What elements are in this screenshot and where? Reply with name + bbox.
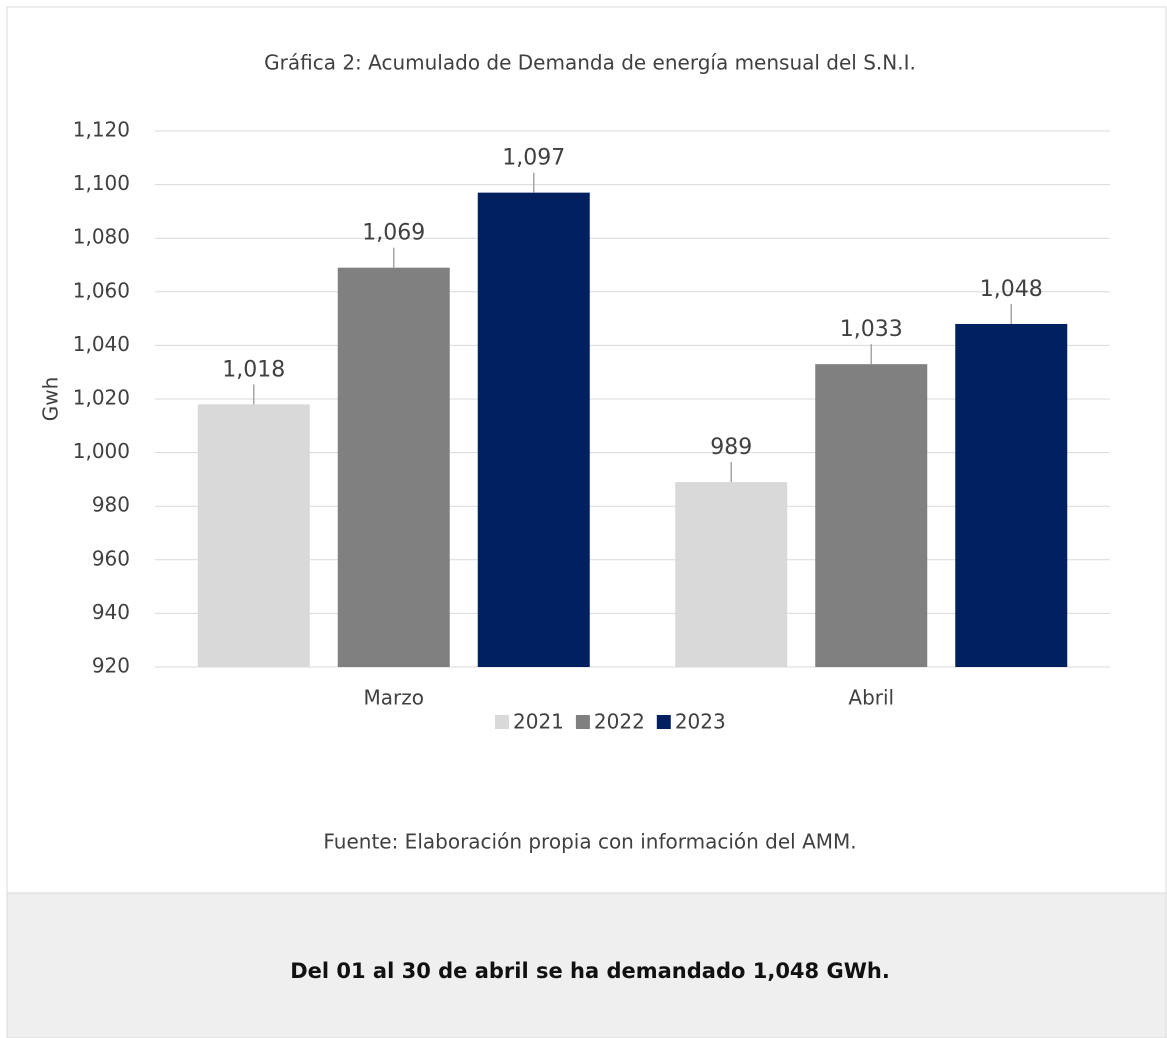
data-label: 1,069 — [362, 221, 425, 246]
x-tick-label: Marzo — [364, 686, 424, 710]
source-note: Fuente: Elaboración propia con informaci… — [323, 830, 856, 854]
footer-text: Del 01 al 30 de abril se ha demandado 1,… — [290, 959, 890, 983]
y-tick-label: 960 — [92, 546, 130, 570]
y-tick-label: 1,060 — [73, 278, 130, 302]
x-tick-label: Abril — [848, 686, 894, 710]
bar — [815, 364, 928, 667]
bar — [675, 482, 788, 667]
chart-title: Gráfica 2: Acumulado de Demanda de energ… — [264, 51, 916, 75]
legend-label: 2022 — [594, 710, 645, 734]
legend-label: 2021 — [513, 710, 564, 734]
y-axis-label: Gwh — [39, 377, 63, 422]
data-label: 989 — [710, 435, 752, 460]
legend-swatch — [656, 715, 671, 729]
y-tick-label: 1,100 — [73, 171, 130, 195]
y-tick-label: 1,080 — [73, 225, 130, 249]
y-tick-label: 1,020 — [73, 386, 130, 410]
y-tick-label: 980 — [92, 493, 130, 517]
y-tick-label: 1,000 — [73, 439, 130, 463]
legend-swatch — [495, 715, 509, 729]
bar — [955, 323, 1068, 667]
data-label: 1,048 — [980, 277, 1043, 302]
y-tick-label: 940 — [92, 600, 130, 624]
footer-panel — [6, 892, 1167, 1038]
bar — [477, 192, 590, 667]
bar — [337, 267, 450, 667]
legend-label: 2023 — [675, 710, 726, 734]
data-label: 1,018 — [222, 357, 285, 382]
data-label: 1,097 — [502, 146, 565, 171]
data-label: 1,033 — [840, 317, 903, 342]
bar — [197, 404, 310, 667]
y-tick-label: 1,120 — [73, 118, 130, 142]
y-tick-label: 1,040 — [73, 332, 130, 356]
y-tick-label: 920 — [92, 654, 130, 678]
legend-swatch — [575, 715, 590, 729]
